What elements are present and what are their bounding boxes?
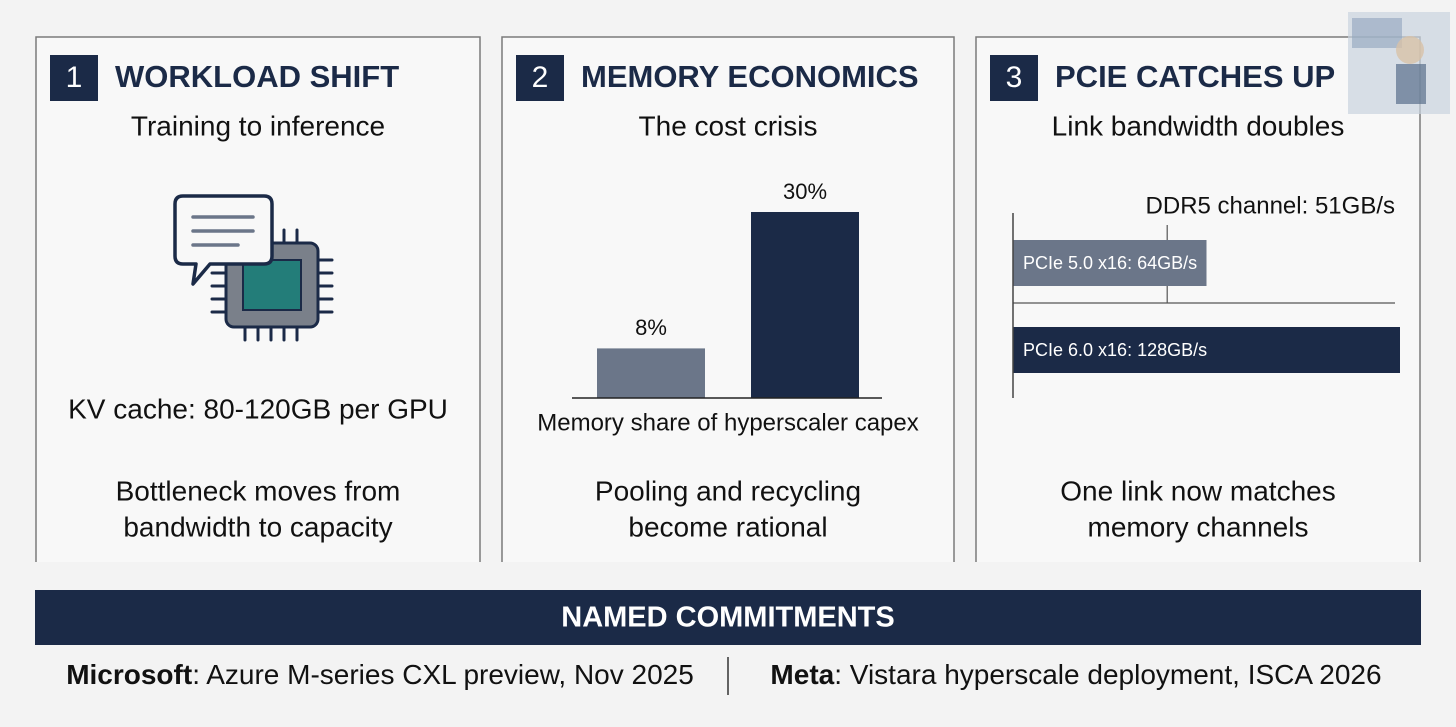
bar bbox=[597, 348, 705, 398]
commitment-name: Meta bbox=[770, 659, 834, 690]
panel-subtitle: The cost crisis bbox=[639, 110, 818, 141]
panel-number: 1 bbox=[66, 61, 83, 94]
number-box bbox=[990, 55, 1038, 101]
chat-chip-icon bbox=[173, 194, 334, 342]
reference-label: DDR5 channel: 51GB/s bbox=[1146, 192, 1395, 219]
panel-frame bbox=[975, 36, 1421, 562]
panel-subtitle: Link bandwidth doubles bbox=[1052, 110, 1345, 141]
panel-conclusion: memory channels bbox=[1088, 511, 1309, 542]
panel-conclusion: One link now matches bbox=[1060, 475, 1335, 506]
panel-subtitle: Training to inference bbox=[131, 110, 385, 141]
panel-number: 3 bbox=[1006, 61, 1023, 94]
bar bbox=[1013, 240, 1207, 286]
panel-number: 2 bbox=[532, 61, 549, 94]
value-label: 30% bbox=[783, 179, 827, 204]
panel-conclusion: bandwidth to capacity bbox=[123, 511, 392, 542]
footer-title: NAMED COMMITMENTS bbox=[561, 602, 894, 634]
commitment: Meta: Vistara hyperscale deployment, ISC… bbox=[770, 659, 1381, 690]
panel-frame bbox=[501, 36, 955, 562]
value-label: 8% bbox=[635, 315, 667, 340]
panel-title: WORKLOAD SHIFT bbox=[115, 59, 399, 94]
chart-caption: Memory share of hyperscaler capex bbox=[537, 409, 919, 436]
bar bbox=[751, 212, 859, 398]
commitment: Microsoft: Azure M-series CXL preview, N… bbox=[66, 659, 694, 690]
thumbnail bbox=[1348, 12, 1450, 114]
panel-fact: KV cache: 80-120GB per GPU bbox=[68, 393, 448, 424]
bar-label: PCIe 5.0 x16: 64GB/s bbox=[1023, 253, 1197, 273]
panel-conclusion: Bottleneck moves from bbox=[116, 475, 401, 506]
bar bbox=[1013, 327, 1400, 373]
commitment-detail: : Azure M-series CXL preview, Nov 2025 bbox=[192, 659, 694, 690]
commitment-name: Microsoft bbox=[66, 659, 192, 690]
panel-conclusion: Pooling and recycling bbox=[595, 475, 861, 506]
panel-title: PCIE CATCHES UP bbox=[1055, 59, 1335, 94]
number-box bbox=[516, 55, 564, 101]
number-box bbox=[50, 55, 98, 101]
bar-label: PCIe 6.0 x16: 128GB/s bbox=[1023, 340, 1207, 360]
commitment-detail: : Vistara hyperscale deployment, ISCA 20… bbox=[834, 659, 1381, 690]
panel-conclusion: become rational bbox=[628, 511, 827, 542]
panel-title: MEMORY ECONOMICS bbox=[581, 59, 919, 94]
footer-band bbox=[35, 590, 1421, 645]
